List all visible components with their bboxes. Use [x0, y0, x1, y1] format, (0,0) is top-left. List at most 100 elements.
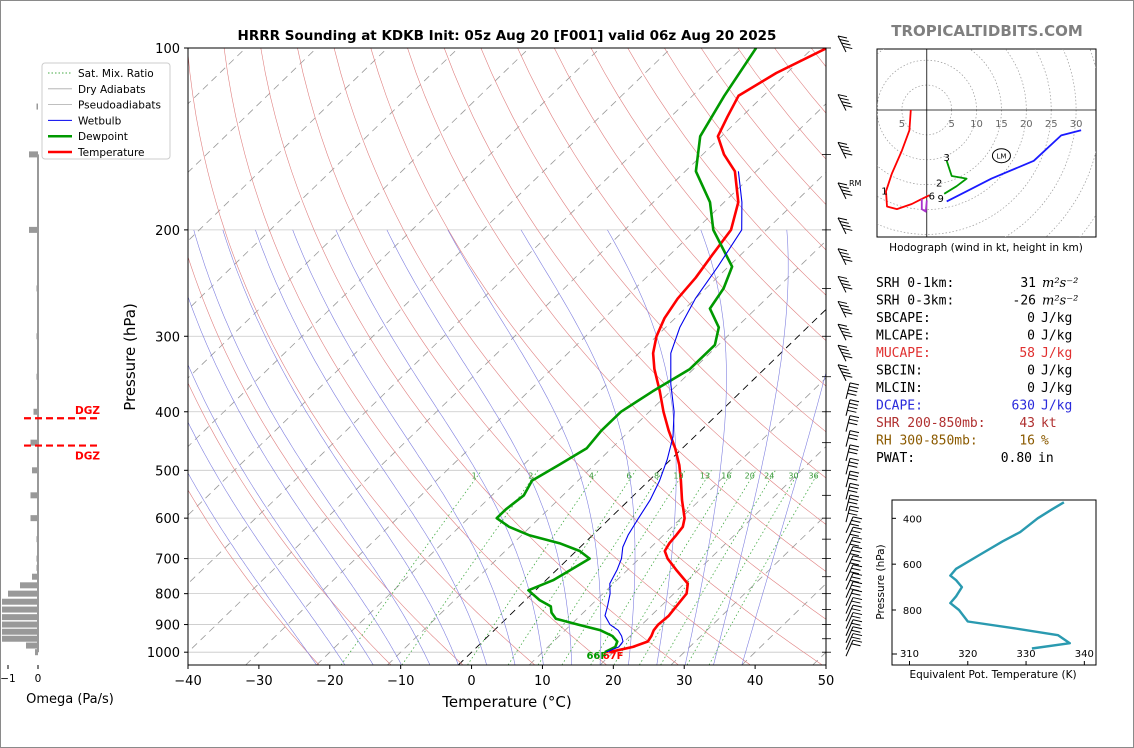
wind-barb	[845, 415, 860, 432]
wind-barb-flag	[849, 543, 860, 547]
hodograph-height-label: 3	[943, 153, 949, 164]
index-unit: %	[1041, 434, 1049, 449]
wind-barb-staff	[837, 248, 847, 266]
wind-barb	[845, 546, 863, 563]
y-tick-label: 900	[155, 619, 180, 634]
omega-bar	[36, 285, 38, 292]
mixing-ratio-label: 4	[589, 472, 594, 481]
omega-bar	[20, 582, 38, 589]
wind-barb-flag	[849, 579, 860, 583]
wind-barb-flag	[852, 536, 863, 540]
x-tick-label: 20	[605, 674, 622, 689]
surface-temperature-label: 67F	[603, 651, 624, 662]
mixing-ratio-line	[613, 470, 734, 665]
index-unit: J/kg	[1041, 364, 1072, 379]
theta-e-x-tick-label: 320	[958, 649, 977, 660]
left-mover-marker	[991, 148, 1011, 164]
wind-barb-flag	[849, 494, 860, 498]
wind-barb-flag	[849, 418, 859, 422]
wind-barb	[837, 344, 853, 362]
wind-barb-flag	[849, 562, 860, 566]
dry-adiabat	[260, 48, 679, 665]
dry-adiabat	[480, 48, 826, 479]
index-value: -26	[1013, 294, 1036, 309]
wind-barb-staff	[845, 626, 854, 643]
chart-title: HRRR Sounding at KDKB Init: 05z Aug 20 […	[238, 28, 777, 44]
wind-barb-flag	[849, 498, 859, 501]
wind-barb	[845, 444, 860, 461]
wind-barb	[845, 505, 860, 523]
wind-barb-flag	[851, 636, 861, 640]
wind-barb-flag	[852, 604, 863, 608]
wind-barb-staff	[845, 382, 851, 399]
wind-barb-flag	[839, 251, 849, 255]
index-unit: J/kg	[1041, 381, 1072, 396]
y-tick-label: 300	[155, 330, 180, 345]
hodograph-segment	[943, 160, 968, 195]
wind-barb-staff	[845, 604, 854, 622]
wind-barb-flag	[841, 330, 851, 334]
index-value: 0	[1027, 311, 1035, 326]
hodograph-ring-label: 30	[1070, 119, 1083, 130]
index-unit: m²s⁻²	[1042, 294, 1078, 309]
mixing-ratio-label: 24	[764, 472, 774, 481]
index-label: DCAPE:	[876, 399, 923, 414]
pseudoadiabat	[713, 229, 789, 665]
wind-barb	[845, 494, 860, 512]
omega-bar	[33, 408, 38, 415]
omega-bar	[36, 103, 38, 110]
omega-bar	[35, 649, 38, 656]
wind-barb-flag	[843, 192, 853, 196]
wind-barb	[845, 536, 863, 554]
mixing-ratio-labels: 1 2 4 6 8 10 13 16 20 24 30 36	[472, 472, 819, 481]
dry-adiabat	[188, 50, 535, 665]
wind-barb	[845, 564, 863, 581]
wind-barb-staff	[845, 612, 854, 629]
wind-barb-flag	[841, 148, 851, 152]
x-tick-label: 50	[818, 674, 835, 689]
dry-adiabat	[554, 48, 826, 387]
wind-barb-flag	[849, 385, 859, 389]
wind-barb	[837, 94, 853, 111]
mixing-ratio-label: 8	[654, 472, 659, 481]
theta-e-x-tick-label: 340	[1075, 649, 1094, 660]
wind-barb-flag	[848, 437, 858, 441]
mixing-ratio-line	[686, 470, 800, 665]
pseudoadiabat	[292, 229, 516, 665]
omega-bar	[29, 226, 38, 233]
legend-entry-label: Dry Adiabats	[78, 84, 146, 96]
pseudoadiabat	[684, 229, 727, 665]
hodograph-caption: Hodograph (wind in kt, height in km)	[889, 242, 1083, 254]
wind-barb-flag	[839, 348, 849, 352]
pseudoadiabat	[188, 295, 402, 665]
legend-entry-label: Wetbulb	[78, 115, 122, 127]
wind-barb-flag	[843, 311, 853, 315]
omega-bar	[2, 606, 38, 613]
wind-barb-flag	[843, 46, 853, 50]
wind-barb	[845, 470, 860, 488]
x-tick-label: −40	[174, 674, 201, 689]
wind-barb-staff	[837, 345, 847, 362]
wind-barb	[845, 516, 863, 534]
wind-barb-staff	[845, 470, 851, 488]
wind-barb	[837, 364, 853, 381]
wind-barb	[837, 35, 853, 53]
wind-barb	[845, 626, 863, 643]
pseudoadiabat	[222, 229, 459, 665]
index-label: MUCAPE:	[876, 346, 931, 361]
dewpoint-profile	[495, 48, 758, 654]
wind-barb-staff	[845, 399, 851, 416]
hodograph-ring-label: 15	[995, 119, 1008, 130]
pseudoadiabat	[607, 229, 677, 665]
wind-barb-flag	[841, 224, 851, 228]
skewed-isotherm	[188, 48, 743, 585]
mixing-ratio-label: 30	[788, 472, 798, 481]
dry-adiabat	[590, 48, 826, 342]
omega-tick-label: −1	[0, 673, 15, 685]
wind-barb-flag	[851, 643, 861, 647]
theta-e-x-tick-label: 330	[1017, 649, 1036, 660]
y-tick-label: 1000	[147, 646, 180, 661]
wind-barb	[845, 597, 863, 614]
legend-entry-label: Pseudoadiabats	[78, 100, 161, 112]
wind-barb-flag	[848, 489, 858, 493]
